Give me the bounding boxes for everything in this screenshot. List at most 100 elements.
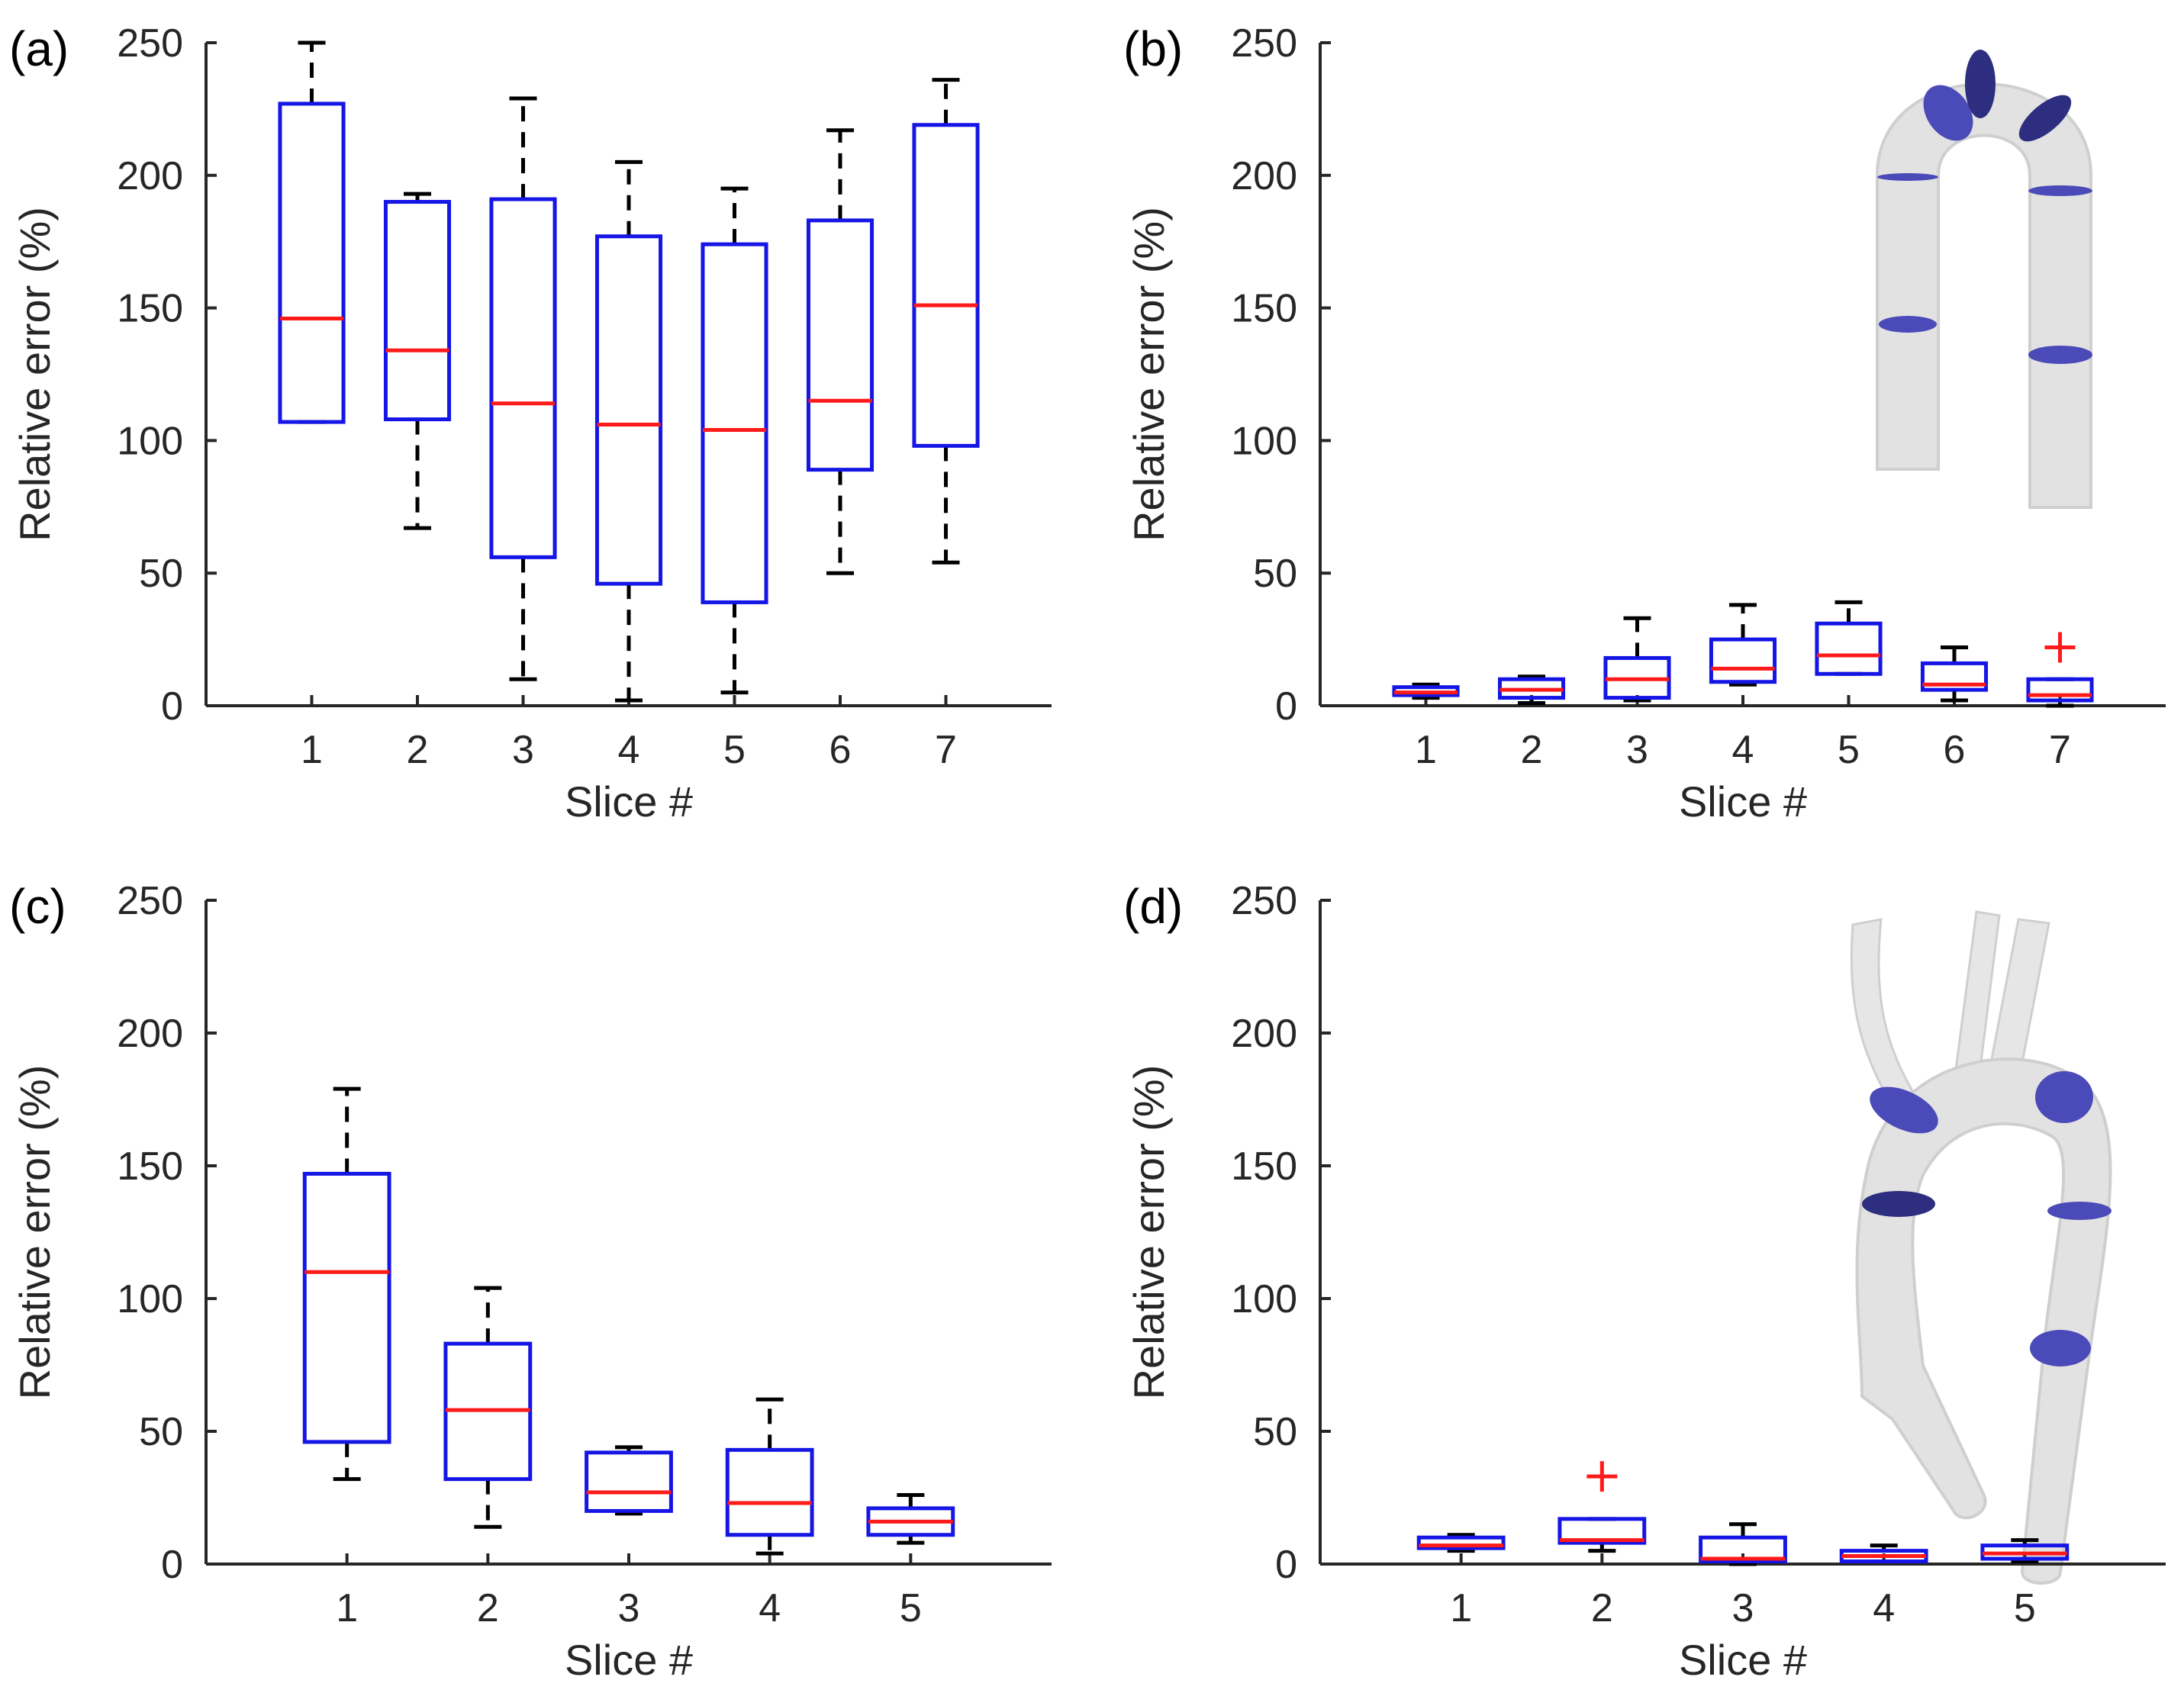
- y-tick-label: 50: [1253, 552, 1297, 596]
- x-tick-label: 4: [1732, 728, 1754, 772]
- box-rect: [1416, 1535, 1506, 1550]
- y-tick-label: 150: [117, 1144, 183, 1189]
- box-1: [278, 40, 346, 424]
- x-tick-label: 1: [336, 1586, 358, 1630]
- y-tick-label: 250: [1231, 21, 1297, 66]
- x-tick-label: 1: [1415, 728, 1437, 772]
- x-axis-label: Slice #: [565, 1636, 693, 1684]
- y-tick-label: 150: [117, 287, 183, 331]
- x-tick-label: 1: [301, 728, 323, 772]
- y-tick-label: 250: [1231, 879, 1297, 923]
- box-rect: [1699, 1535, 1787, 1564]
- x-tick-label: 6: [1944, 728, 1966, 772]
- y-tick-label: 50: [139, 552, 183, 596]
- x-tick-label: 5: [2014, 1586, 2036, 1630]
- x-tick-label: 3: [618, 1586, 640, 1630]
- box-2: [443, 1286, 533, 1529]
- y-axis-label: Relative error (%): [1125, 207, 1173, 542]
- outlier-marker: [1586, 1461, 1618, 1492]
- box-6: [1920, 645, 1989, 703]
- x-tick-label: 4: [618, 728, 640, 772]
- box-5: [1815, 600, 1883, 676]
- y-tick-label: 200: [1231, 1012, 1297, 1056]
- box-5: [1980, 1538, 2070, 1564]
- y-tick-label: 0: [161, 1543, 183, 1587]
- box-rect: [585, 1450, 673, 1513]
- box-rect: [912, 123, 980, 448]
- box-1: [302, 1086, 391, 1482]
- box-2: [1497, 674, 1566, 706]
- y-tick-label: 200: [117, 1012, 183, 1056]
- box-2: [1557, 1461, 1647, 1553]
- box-rect: [383, 200, 452, 422]
- box-3: [1699, 1522, 1787, 1566]
- y-tick-label: 100: [1231, 1277, 1297, 1321]
- box-1: [1416, 1533, 1506, 1553]
- panel-c: 0 50 100 150 200 250 1 2 3 4 5 Slice # Relative erro…: [9, 879, 1052, 1684]
- y-axis-label: Relative error (%): [11, 1065, 59, 1400]
- box-rect: [1815, 621, 1883, 676]
- y-tick-label: 100: [1231, 419, 1297, 463]
- slice-disc: [1862, 1191, 1935, 1217]
- y-tick-label: 150: [1231, 287, 1297, 331]
- box-rect: [302, 1171, 391, 1444]
- box-4: [594, 159, 663, 703]
- panel-label: (d): [1123, 879, 1183, 934]
- y-axis-label: Relative error (%): [1125, 1065, 1173, 1400]
- x-axis-label: Slice #: [1679, 1636, 1807, 1684]
- slice-disc: [1870, 1086, 1938, 1134]
- box-rect: [594, 234, 663, 586]
- y-tick-label: 150: [1231, 1144, 1297, 1189]
- box-rect: [701, 242, 768, 604]
- x-tick-label: 5: [723, 728, 746, 772]
- slice-disc: [2028, 346, 2092, 364]
- slice-disc: [1879, 316, 1937, 333]
- x-tick-label: 1: [1450, 1586, 1472, 1630]
- x-tick-label: 5: [900, 1586, 922, 1630]
- inset-aortic-arch-vessel: [1850, 910, 2112, 1585]
- box-2: [383, 192, 452, 530]
- box-rect: [489, 197, 557, 559]
- y-tick-label: 50: [139, 1410, 183, 1454]
- slice-disc: [1923, 85, 1973, 141]
- y-tick-label: 250: [117, 879, 183, 923]
- box-rect: [806, 218, 875, 472]
- box-rect: [1557, 1517, 1647, 1545]
- outlier-marker: [2044, 632, 2076, 663]
- y-tick-label: 0: [161, 684, 183, 729]
- box-rect: [278, 101, 346, 424]
- slice-disc: [1877, 173, 1938, 181]
- box-4: [1839, 1543, 1928, 1564]
- x-axis-label: Slice #: [1679, 777, 1807, 826]
- x-axis-label: Slice #: [565, 777, 693, 826]
- x-tick-label: 2: [477, 1586, 499, 1630]
- panel-label: (b): [1123, 21, 1183, 76]
- y-tick-label: 100: [117, 1277, 183, 1321]
- x-tick-label: 3: [1732, 1586, 1754, 1630]
- slice-disc: [1965, 50, 1996, 118]
- box-7: [2026, 632, 2094, 708]
- panel-label: (c): [9, 879, 66, 934]
- box-3: [489, 96, 557, 681]
- panel-b: 0 50 100 150 200 250 1 2 3 4 5 6 7 Slice # Relative er…: [1123, 21, 2166, 826]
- box-1: [1392, 682, 1460, 700]
- x-tick-label: 2: [1521, 728, 1543, 772]
- y-tick-label: 0: [1275, 684, 1297, 729]
- y-tick-label: 200: [117, 154, 183, 198]
- x-tick-label: 4: [1873, 1586, 1895, 1630]
- slice-disc: [2030, 1330, 2091, 1366]
- x-tick-label: 4: [759, 1586, 781, 1630]
- x-tick-label: 6: [829, 728, 852, 772]
- box-7: [912, 78, 980, 565]
- box-rect: [1709, 637, 1777, 684]
- panel-a: 0 50 100 150 200 250 1 2 3 4 5 6 7 Slice # Relative er…: [9, 21, 1052, 826]
- slice-disc: [2047, 1202, 2112, 1220]
- x-tick-label: 3: [1626, 728, 1648, 772]
- panel-label: (a): [9, 21, 69, 76]
- x-tick-label: 5: [1838, 728, 1860, 772]
- x-tick-label: 2: [407, 728, 429, 772]
- box-rect: [1920, 661, 1989, 692]
- inset-straight-arch-vessel: [1876, 50, 2092, 509]
